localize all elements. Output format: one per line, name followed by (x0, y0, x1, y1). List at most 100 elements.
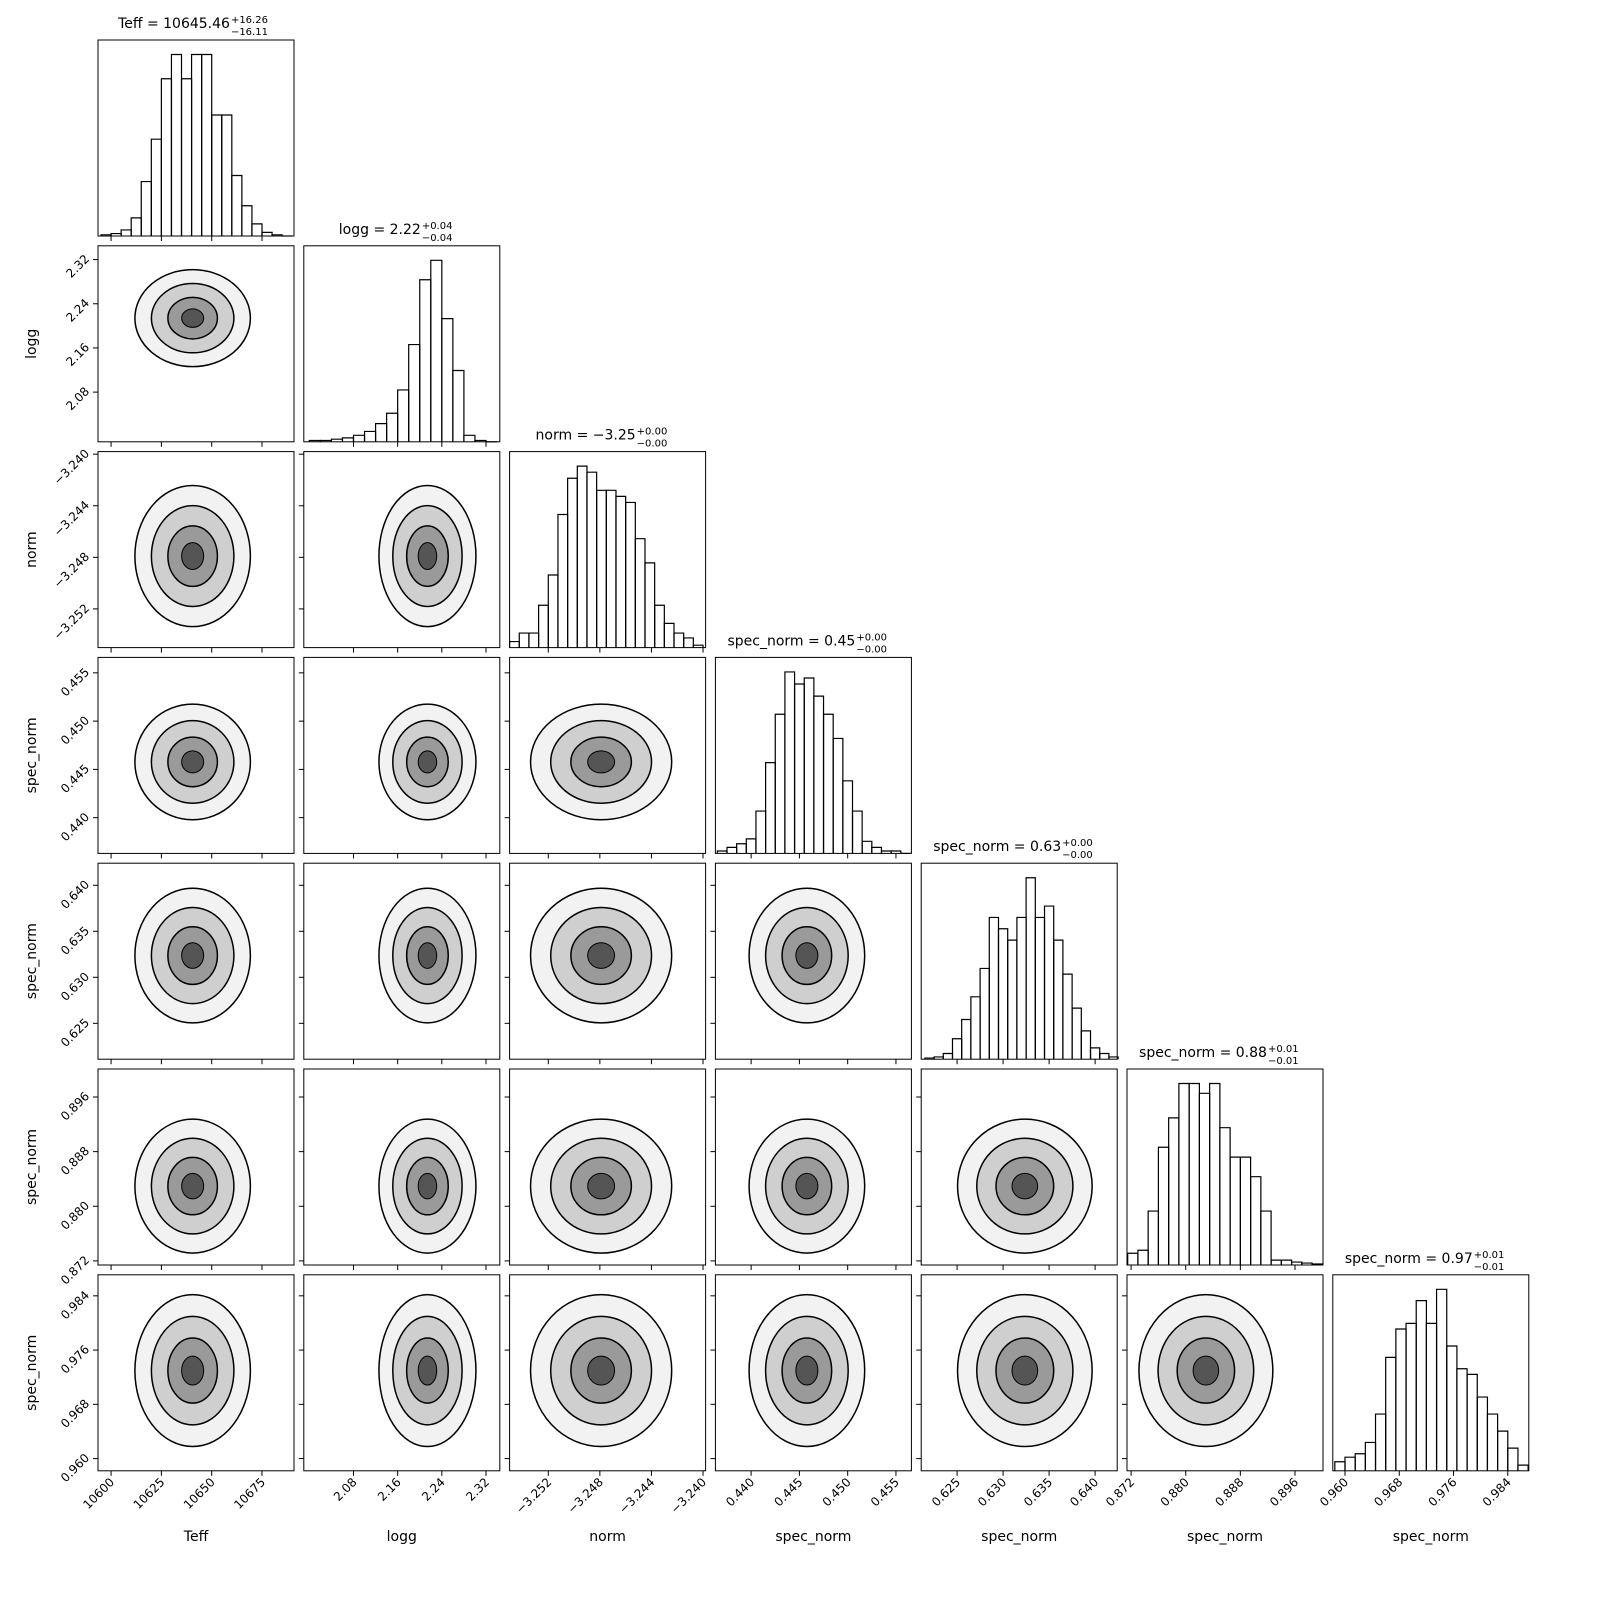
histogram-bar (271, 234, 283, 236)
histogram-bar (842, 780, 854, 854)
histogram-bar (1517, 1464, 1529, 1471)
density-contour (587, 750, 616, 774)
histogram-bar (803, 677, 815, 854)
histogram-bar (386, 412, 399, 442)
histogram-bar (683, 637, 694, 648)
histogram-bar (1157, 1146, 1170, 1265)
x-axis-label: norm (589, 1529, 626, 1545)
panel-frame (509, 862, 707, 1060)
histogram-bar (452, 369, 465, 442)
histogram-bar (441, 318, 454, 442)
histogram-bar (557, 513, 569, 648)
histogram-bar (1334, 1461, 1346, 1471)
histogram-bar (261, 231, 273, 236)
histogram-bar (408, 343, 421, 442)
histogram-bar (654, 604, 665, 648)
panel-frame (97, 451, 295, 649)
density-contour (795, 1172, 819, 1200)
panel-title: spec_norm = 0.63 (933, 839, 1061, 855)
y-tick-label: 0.960 (58, 1451, 92, 1485)
panel-frame (714, 656, 912, 854)
x-tick-label: 10600 (80, 1475, 117, 1512)
histogram-bar (1053, 939, 1064, 1060)
panel-frame (303, 245, 501, 443)
density-contour (587, 1355, 616, 1386)
panel-frame (303, 451, 501, 649)
histogram-bar (567, 477, 578, 648)
histogram-bar (251, 223, 263, 236)
density-contour (795, 1355, 819, 1386)
histogram-bar (625, 501, 636, 648)
histogram-bar (1466, 1373, 1478, 1471)
x-tick-label: −3.252 (513, 1475, 554, 1516)
histogram-bar (961, 1018, 972, 1060)
panel-frame (509, 451, 707, 649)
panel-frame (1126, 1068, 1324, 1266)
density-contour (181, 1355, 205, 1386)
histogram-bar (861, 840, 873, 854)
x-tick-label: 0.872 (1103, 1475, 1137, 1509)
title-upper: +0.04 (422, 221, 453, 232)
density-contour (417, 542, 438, 571)
histogram-bar (1007, 939, 1018, 1060)
histogram-bar (1043, 905, 1055, 1060)
x-tick-label: 10675 (231, 1475, 268, 1512)
y-tick-label: −3.248 (51, 550, 92, 591)
y-tick-label: 0.872 (58, 1253, 92, 1287)
histogram-bar (1374, 1413, 1387, 1471)
histogram-bar (1270, 1259, 1282, 1265)
histogram-bar (634, 538, 646, 648)
histogram-bar (231, 174, 243, 236)
histogram-bar (1425, 1322, 1438, 1471)
histogram-bar (1062, 973, 1073, 1060)
x-axis-label: spec_norm (1393, 1529, 1469, 1545)
histogram-bar (644, 562, 656, 648)
x-axis-label: Teff (183, 1529, 209, 1545)
x-tick-label: 0.888 (1212, 1475, 1246, 1509)
x-tick-label: 0.984 (1480, 1475, 1514, 1509)
panel-frame (714, 1068, 912, 1266)
title-lower: −0.00 (856, 644, 887, 655)
histogram-bar (150, 138, 162, 236)
histogram-bar (615, 495, 627, 648)
x-tick-label: 2.08 (331, 1475, 360, 1504)
histogram-bar (528, 632, 540, 648)
histogram-bar (1497, 1430, 1509, 1471)
density-contour (181, 542, 205, 571)
histogram-bar (1188, 1082, 1200, 1265)
histogram-bar (586, 471, 598, 648)
histogram-bar (180, 78, 193, 236)
density-contour (795, 942, 819, 969)
y-tick-label: 0.968 (58, 1397, 92, 1431)
panel-frame (509, 656, 707, 854)
x-tick-label: 0.896 (1267, 1475, 1301, 1509)
title-upper: +16.26 (231, 15, 268, 26)
histogram-bar (1435, 1288, 1448, 1471)
histogram-bar (241, 205, 253, 236)
histogram-bar (851, 810, 863, 854)
x-axis-label: spec_norm (1187, 1529, 1263, 1545)
density-contour (1011, 1172, 1039, 1200)
y-tick-label: −3.244 (51, 498, 92, 539)
histogram-bar (576, 465, 588, 648)
histogram-bar (1016, 916, 1027, 1060)
density-contour (181, 1172, 205, 1200)
histogram-bar (692, 644, 704, 648)
y-tick-label: 0.976 (58, 1342, 92, 1376)
panel-frame (303, 862, 501, 1060)
density-contour (417, 1172, 438, 1200)
panel-frame (97, 1274, 295, 1472)
x-tick-label: 10625 (131, 1475, 168, 1512)
y-axis-label: spec_norm (24, 1129, 40, 1205)
histogram-bar (970, 996, 981, 1060)
histogram-bar (1209, 1082, 1221, 1265)
histogram-bar (363, 430, 377, 442)
x-tick-label: 2.24 (419, 1475, 448, 1504)
x-tick-label: 0.455 (868, 1475, 902, 1509)
histogram-bar (774, 713, 786, 854)
histogram-bar (1071, 1007, 1082, 1060)
histogram-bar (736, 843, 747, 854)
density-contour (417, 750, 438, 774)
x-tick-label: 0.960 (1317, 1475, 1351, 1509)
